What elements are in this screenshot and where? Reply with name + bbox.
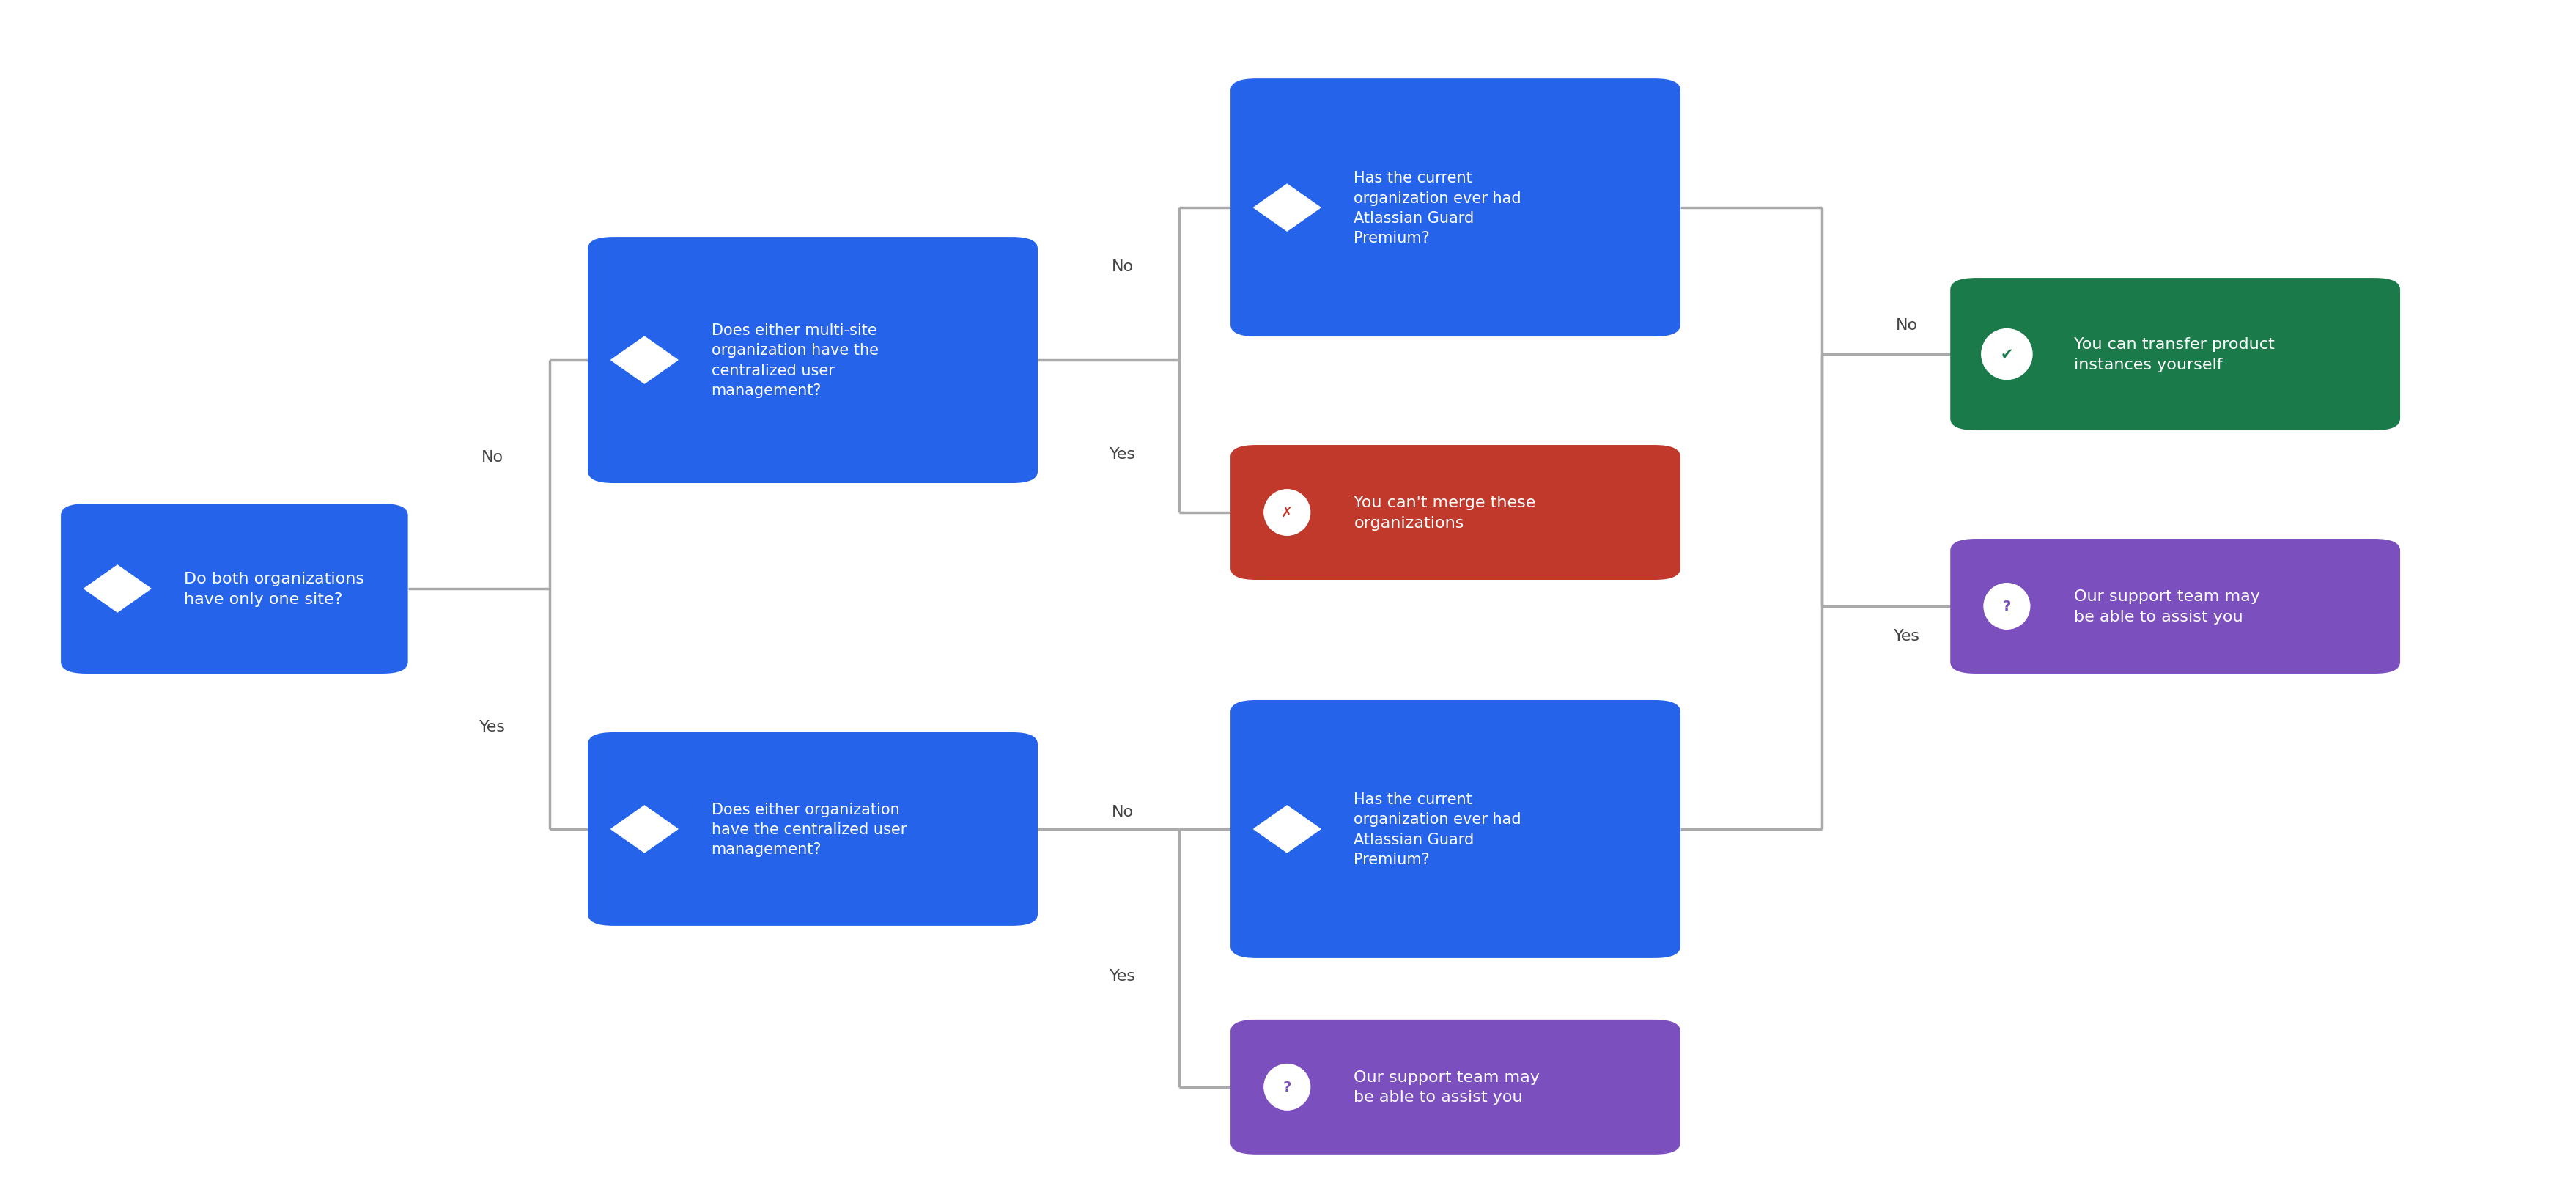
Polygon shape <box>1255 806 1319 853</box>
FancyBboxPatch shape <box>1231 701 1680 958</box>
FancyBboxPatch shape <box>1231 79 1680 337</box>
Text: Does either multi-site
organization have the
centralized user
management?: Does either multi-site organization have… <box>711 323 878 398</box>
Text: You can't merge these
organizations: You can't merge these organizations <box>1352 496 1535 530</box>
Text: Yes: Yes <box>479 720 505 734</box>
Text: Yes: Yes <box>1110 446 1136 462</box>
Text: Our support team may
be able to assist you: Our support team may be able to assist y… <box>1352 1070 1540 1104</box>
FancyBboxPatch shape <box>62 504 407 674</box>
FancyBboxPatch shape <box>587 238 1038 483</box>
Text: Do both organizations
have only one site?: Do both organizations have only one site… <box>185 571 363 607</box>
Text: No: No <box>482 450 505 464</box>
Ellipse shape <box>1262 1064 1311 1111</box>
FancyBboxPatch shape <box>1231 1020 1680 1154</box>
Polygon shape <box>85 565 152 613</box>
Ellipse shape <box>1984 583 2030 630</box>
Text: Yes: Yes <box>1110 968 1136 984</box>
Ellipse shape <box>1262 489 1311 536</box>
Polygon shape <box>1255 185 1319 232</box>
FancyBboxPatch shape <box>587 733 1038 926</box>
Text: Yes: Yes <box>1893 629 1919 643</box>
Text: No: No <box>1110 805 1133 819</box>
Text: Our support team may
be able to assist you: Our support team may be able to assist y… <box>2074 589 2259 624</box>
Text: ?: ? <box>1283 1080 1291 1094</box>
FancyBboxPatch shape <box>1231 445 1680 581</box>
Text: No: No <box>1110 259 1133 274</box>
Text: ✗: ✗ <box>1280 505 1293 519</box>
Text: You can transfer product
instances yourself: You can transfer product instances yours… <box>2074 337 2275 372</box>
Text: Does either organization
have the centralized user
management?: Does either organization have the centra… <box>711 802 907 856</box>
Text: No: No <box>1896 318 1917 332</box>
Text: Has the current
organization ever had
Atlassian Guard
Premium?: Has the current organization ever had At… <box>1352 171 1520 245</box>
Polygon shape <box>611 806 677 853</box>
FancyBboxPatch shape <box>1950 278 2398 431</box>
Text: Has the current
organization ever had
Atlassian Guard
Premium?: Has the current organization ever had At… <box>1352 792 1520 867</box>
FancyBboxPatch shape <box>1950 540 2398 674</box>
Ellipse shape <box>1981 329 2032 380</box>
Text: ?: ? <box>2002 600 2009 614</box>
Polygon shape <box>611 337 677 384</box>
Text: ✔: ✔ <box>1999 348 2012 362</box>
